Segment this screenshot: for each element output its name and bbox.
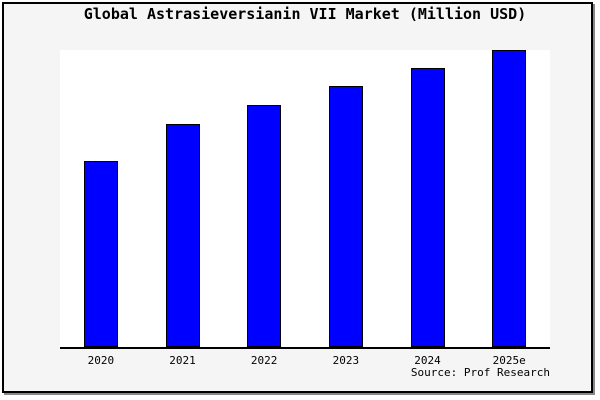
bar-cell: [305, 50, 387, 347]
bar-2025e: [492, 50, 527, 347]
bar-cell: [142, 50, 224, 347]
bar-cell: [223, 50, 305, 347]
bar-2024: [410, 68, 445, 347]
x-axis-label-2020: 2020: [87, 354, 115, 367]
x-axis-label-2023: 2023: [332, 354, 360, 367]
x-axis-label-2025e: 2025e: [492, 354, 526, 367]
bars: [60, 50, 550, 347]
bar-2021: [165, 124, 200, 347]
x-axis-label-2024: 2024: [414, 354, 441, 367]
x-axis-labels: 2020 2021 2022 2023 2024 2025e: [60, 354, 550, 367]
bar-cell: [60, 50, 142, 347]
chart-title: Global Astrasieversianin VII Market (Mil…: [83, 5, 527, 23]
source-note: Source: Prof Research: [410, 366, 550, 379]
bar-cell: [468, 50, 550, 347]
plot-area: [60, 50, 550, 349]
bar-2023: [328, 86, 363, 347]
x-axis-label-2021: 2021: [169, 354, 196, 367]
bar-cell: [387, 50, 469, 347]
x-axis-label-2022: 2022: [250, 354, 278, 367]
bar-2020: [83, 161, 118, 347]
bar-2022: [247, 105, 282, 347]
